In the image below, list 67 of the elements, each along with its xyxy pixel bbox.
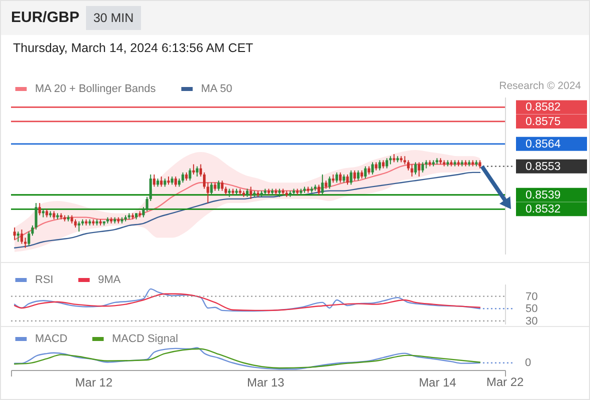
legend-label: 9MA — [98, 274, 122, 286]
legend-label: MA 50 — [201, 83, 232, 95]
candlestick — [38, 202, 41, 216]
candlestick — [414, 162, 417, 175]
candlestick — [199, 164, 202, 178]
candlestick — [339, 172, 342, 184]
candlestick — [318, 184, 320, 196]
text: Research © 2024 — [499, 80, 581, 92]
y-tick-label: 0.8582 — [526, 102, 561, 114]
candlestick — [217, 180, 220, 192]
candlestick — [210, 182, 213, 196]
candlestick — [196, 166, 198, 178]
y-tick-label: 0.8539 — [526, 189, 561, 202]
candlestick — [328, 176, 331, 190]
candlestick — [203, 172, 206, 190]
text: Mar 22 — [486, 375, 524, 389]
text: Thursday, March 14, 2024 6:13:56 AM CET — [13, 41, 254, 56]
candlestick — [188, 168, 192, 182]
candlestick — [182, 172, 184, 184]
candlestick — [321, 174, 324, 196]
candlestick — [386, 158, 388, 169]
y-tick-label: 50 — [526, 303, 538, 316]
line-series — [14, 172, 481, 248]
candlestick — [356, 170, 360, 182]
x-tick-label: Mar 13 — [246, 376, 285, 390]
candlestick — [152, 174, 156, 188]
candlestick — [371, 162, 374, 175]
candlestick — [418, 162, 420, 178]
candlestick — [364, 166, 367, 180]
chart-subtitle: 30 MIN — [86, 6, 141, 30]
legend-label: MACD — [35, 333, 68, 345]
y-tick-label: 0.8553 — [526, 160, 561, 173]
candlestick — [353, 170, 356, 182]
candlestick — [421, 162, 424, 173]
candlestick — [160, 176, 163, 188]
candlestick — [78, 220, 80, 232]
x-tick-label: Mar 14 — [418, 376, 456, 390]
y-tick-label: 0.8564 — [526, 138, 562, 150]
y-tick-label: 30 — [526, 315, 538, 328]
candlestick — [378, 160, 382, 171]
candlestick — [28, 231, 30, 246]
candlestick — [192, 164, 195, 175]
candlestick — [335, 172, 338, 184]
candlestick — [220, 180, 224, 192]
chart-title: EUR/GBP — [11, 8, 80, 26]
y-tick-label: 0.8532 — [526, 204, 561, 216]
legend-label: MACD Signal — [112, 333, 178, 345]
x-tick-label: Mar 12 — [75, 376, 113, 390]
candlestick — [250, 186, 252, 200]
line-series — [14, 288, 481, 312]
candlestick — [34, 202, 38, 230]
candlestick — [350, 170, 352, 186]
y-tick-label: 0.8575 — [526, 116, 561, 128]
legend-label: RSI — [35, 274, 54, 286]
candlestick — [410, 164, 414, 178]
candlestick — [13, 226, 16, 240]
candlestick — [24, 237, 27, 248]
candlestick — [20, 229, 24, 244]
candlestick — [16, 231, 20, 242]
line-series — [14, 293, 481, 312]
candlestick — [407, 160, 410, 171]
legend-label: MA 20 + Bollinger Bands — [35, 83, 156, 95]
line-series — [14, 164, 481, 240]
candlestick — [346, 174, 349, 186]
candlestick — [174, 176, 177, 188]
y-tick-label: 70 — [526, 290, 538, 303]
text: 0 — [525, 356, 532, 369]
